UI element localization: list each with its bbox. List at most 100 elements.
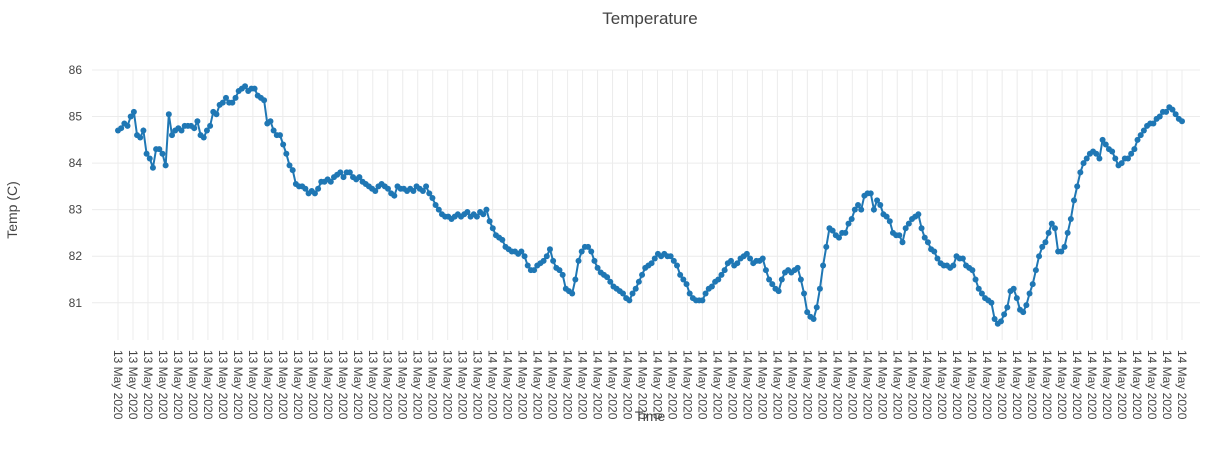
data-point[interactable]: [146, 155, 153, 162]
data-point[interactable]: [1169, 106, 1176, 113]
data-point[interactable]: [718, 271, 725, 278]
data-point[interactable]: [140, 127, 147, 134]
data-point[interactable]: [635, 278, 642, 285]
data-point[interactable]: [978, 290, 985, 297]
data-point[interactable]: [337, 169, 344, 176]
data-point[interactable]: [934, 255, 941, 262]
data-point[interactable]: [1099, 136, 1106, 143]
data-point[interactable]: [591, 257, 598, 264]
data-point[interactable]: [426, 190, 433, 197]
data-point[interactable]: [130, 108, 137, 115]
data-point[interactable]: [620, 290, 626, 297]
data-point[interactable]: [766, 276, 773, 283]
data-point[interactable]: [1013, 295, 1020, 302]
data-point[interactable]: [575, 257, 582, 264]
data-point[interactable]: [289, 167, 296, 174]
data-point[interactable]: [1137, 132, 1144, 139]
data-point[interactable]: [1020, 309, 1027, 316]
data-point[interactable]: [759, 255, 766, 262]
data-point[interactable]: [168, 132, 175, 139]
data-point[interactable]: [639, 271, 646, 278]
data-point[interactable]: [902, 225, 909, 232]
data-point[interactable]: [708, 283, 715, 290]
data-point[interactable]: [200, 134, 207, 141]
data-point[interactable]: [1131, 146, 1138, 153]
data-point[interactable]: [1026, 290, 1033, 297]
data-point[interactable]: [556, 267, 563, 274]
data-point[interactable]: [1023, 302, 1030, 309]
data-point[interactable]: [178, 127, 185, 134]
data-point[interactable]: [1179, 118, 1185, 125]
data-point[interactable]: [194, 118, 201, 125]
data-point[interactable]: [543, 253, 550, 260]
data-point[interactable]: [594, 264, 601, 271]
data-point[interactable]: [959, 255, 966, 262]
data-point[interactable]: [1156, 113, 1163, 120]
data-point[interactable]: [626, 297, 633, 304]
data-point[interactable]: [242, 83, 249, 90]
data-point[interactable]: [286, 162, 293, 169]
data-point[interactable]: [127, 113, 134, 120]
data-point[interactable]: [489, 225, 496, 232]
data-point[interactable]: [845, 220, 852, 227]
data-point[interactable]: [905, 220, 912, 227]
data-point[interactable]: [222, 94, 229, 101]
data-point[interactable]: [1163, 108, 1170, 115]
data-point[interactable]: [1029, 281, 1036, 288]
data-point[interactable]: [1172, 111, 1179, 118]
data-point[interactable]: [670, 257, 677, 264]
data-point[interactable]: [604, 274, 611, 281]
data-point[interactable]: [842, 229, 849, 236]
data-point[interactable]: [486, 218, 493, 225]
data-point[interactable]: [829, 227, 836, 234]
data-point[interactable]: [1093, 150, 1100, 157]
data-point[interactable]: [578, 248, 585, 255]
data-point[interactable]: [686, 290, 693, 297]
data-point[interactable]: [607, 278, 614, 285]
data-point[interactable]: [384, 185, 391, 192]
data-point[interactable]: [972, 276, 979, 283]
data-point[interactable]: [327, 178, 334, 185]
data-point[interactable]: [261, 97, 268, 104]
data-point[interactable]: [918, 225, 925, 232]
data-point[interactable]: [1036, 253, 1043, 260]
data-point[interactable]: [162, 162, 169, 169]
data-point[interactable]: [855, 202, 862, 208]
data-point[interactable]: [276, 132, 283, 139]
data-point[interactable]: [1042, 239, 1049, 246]
data-point[interactable]: [794, 264, 801, 271]
data-point[interactable]: [521, 253, 528, 260]
data-point[interactable]: [473, 213, 480, 220]
data-point[interactable]: [674, 262, 680, 269]
data-point[interactable]: [1064, 229, 1071, 236]
data-point[interactable]: [124, 122, 131, 129]
data-point[interactable]: [1080, 160, 1087, 167]
data-point[interactable]: [851, 206, 858, 213]
data-point[interactable]: [1083, 155, 1090, 162]
data-point[interactable]: [997, 318, 1004, 325]
data-point[interactable]: [991, 316, 998, 323]
data-point[interactable]: [1058, 248, 1065, 255]
data-point[interactable]: [588, 248, 595, 255]
data-point[interactable]: [1102, 141, 1109, 148]
data-point[interactable]: [229, 99, 236, 106]
data-point[interactable]: [572, 276, 579, 283]
data-point[interactable]: [874, 197, 881, 204]
data-point[interactable]: [483, 206, 490, 213]
data-point[interactable]: [1074, 183, 1081, 190]
data-point[interactable]: [721, 267, 728, 274]
data-point[interactable]: [835, 234, 842, 241]
data-point[interactable]: [801, 290, 808, 297]
data-point[interactable]: [680, 276, 687, 283]
data-point[interactable]: [743, 250, 750, 257]
data-point[interactable]: [356, 174, 363, 181]
data-point[interactable]: [969, 267, 976, 274]
data-point[interactable]: [191, 125, 198, 132]
data-point[interactable]: [858, 206, 865, 213]
data-point[interactable]: [651, 255, 658, 262]
data-point[interactable]: [346, 169, 353, 176]
data-point[interactable]: [702, 290, 709, 297]
data-point[interactable]: [1004, 304, 1011, 311]
data-point[interactable]: [683, 281, 690, 288]
data-point[interactable]: [1150, 120, 1157, 127]
